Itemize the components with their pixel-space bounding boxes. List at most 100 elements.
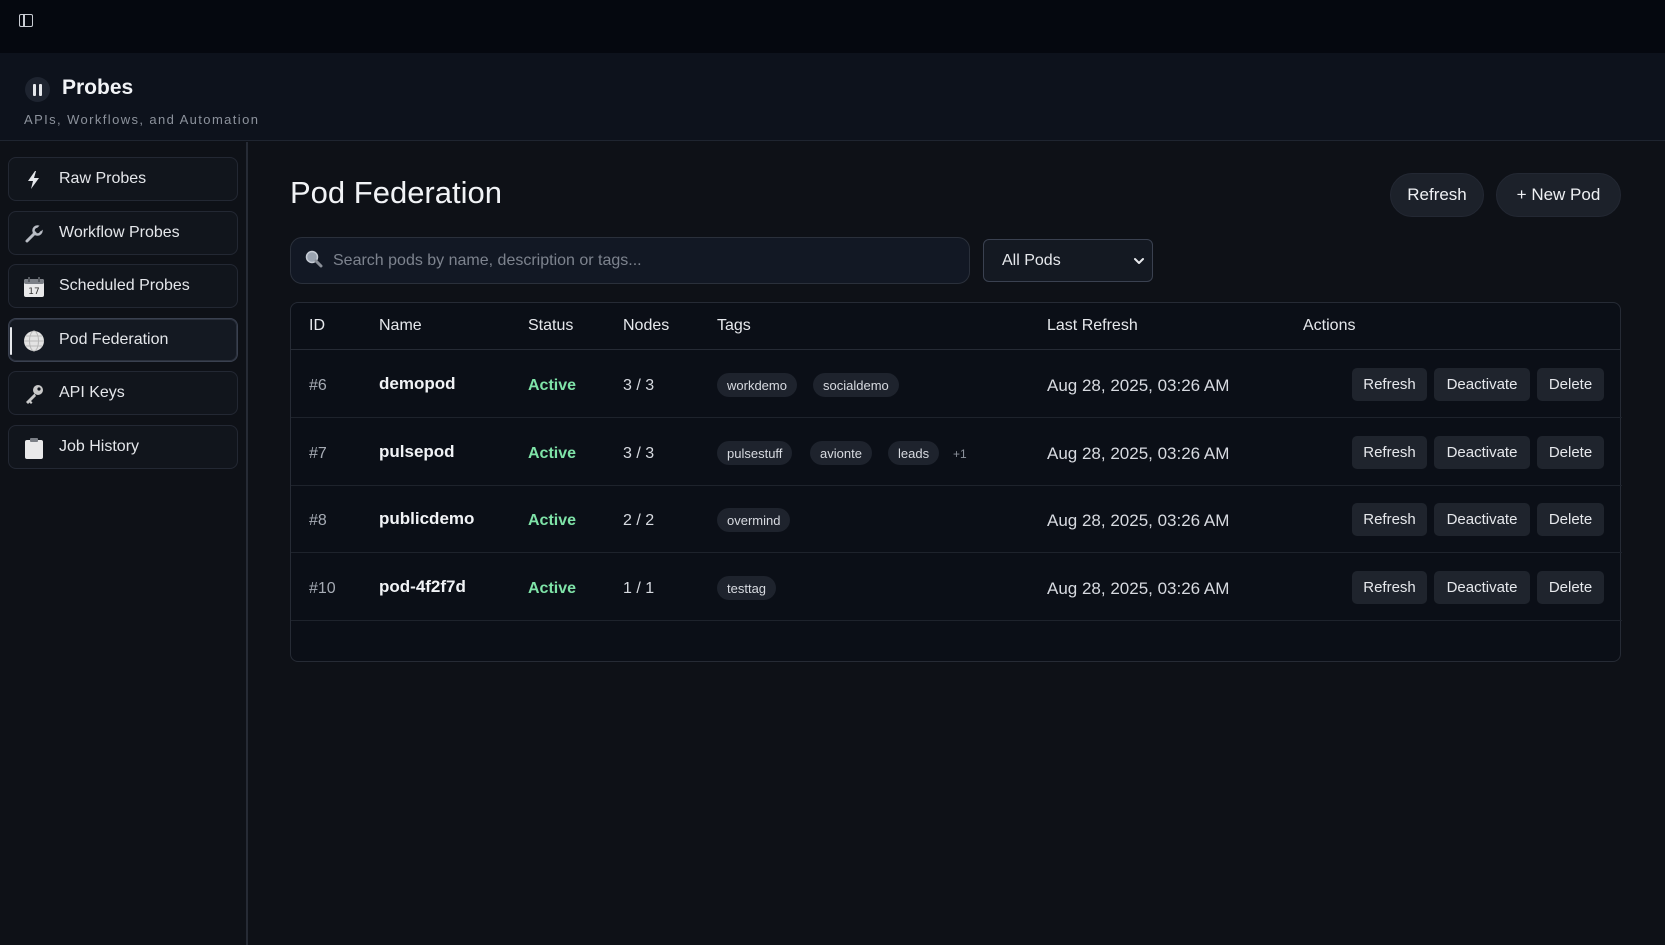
column-header-tags: Tags [717,317,751,334]
search-icon [305,250,323,268]
svg-text:17: 17 [28,287,39,297]
cell-border [1030,554,1286,621]
refresh-button[interactable]: Refresh [1390,173,1484,217]
more-tags-count: +1 [953,447,967,461]
last-refresh: Aug 28, 2025, 03:26 AM [1047,444,1230,463]
cell-border [606,351,700,418]
tag-badge: socialdemo [813,373,899,397]
pod-id: #10 [309,580,336,597]
lightning-icon [23,169,45,191]
tag-badge: workdemo [717,373,797,397]
cell-border [606,486,700,553]
pod-id: #8 [309,512,327,529]
pod-name[interactable]: demopod [379,374,456,393]
status-badge: Active [528,512,577,529]
clipboard-icon [23,437,45,459]
cell-border [1286,351,1622,418]
cell-border [1286,554,1622,621]
column-header-id: ID [309,317,325,334]
sidebar-item-api-keys[interactable]: API Keys [8,371,238,415]
row-refresh-button[interactable]: Refresh [1352,571,1427,604]
pod-id: #7 [309,445,327,462]
page-title: Pod Federation [290,175,502,210]
cell-border [511,419,606,486]
row-refresh-button[interactable]: Refresh [1352,436,1427,469]
cell-border [291,554,361,621]
pod-nodes: 2 / 2 [623,512,655,529]
cell-border [361,554,511,621]
sidebar-item-label: Workflow Probes [59,224,180,241]
pod-filter-select[interactable]: All Pods [983,239,1153,282]
last-refresh: Aug 28, 2025, 03:26 AM [1047,511,1230,530]
column-header-actions: Actions [1303,317,1356,334]
search-input[interactable]: Search pods by name, description or tags… [290,237,970,284]
pod-name[interactable]: pod-4f2f7d [379,577,466,596]
sidebar-item-label: API Keys [59,384,125,401]
deactivate-button[interactable]: Deactivate [1434,503,1530,536]
pause-logo-icon [25,77,50,102]
tag-badge: pulsestuff [717,441,793,465]
sidebar-item-label: Raw Probes [59,170,147,187]
last-refresh: Aug 28, 2025, 03:26 AM [1047,579,1230,598]
chevron-down-icon [1132,254,1146,268]
pod-nodes: 1 / 1 [623,580,655,597]
cell-border [511,554,606,621]
sidebar-item-raw-probes[interactable]: Raw Probes [8,157,238,201]
cell-border [606,419,700,486]
delete-button[interactable]: Delete [1537,503,1604,536]
cell-border [1286,486,1622,553]
key-icon [23,383,45,405]
sidebar-item-label: Pod Federation [59,331,169,348]
column-header-name: Name [379,317,422,334]
tag-badge: avionte [810,441,872,465]
app-title: Probes [62,76,134,99]
table-row: #10 pod-4f2f7d Active 1 / 1 testtag Aug … [291,554,1622,622]
delete-button[interactable]: Delete [1537,571,1604,604]
row-refresh-button[interactable]: Refresh [1352,368,1427,401]
deactivate-button[interactable]: Deactivate [1434,571,1530,604]
sidebar-item-label: Scheduled Probes [59,277,190,294]
cell-border [1286,419,1622,486]
cell-border [606,554,700,621]
table-header: ID Name Status Nodes Tags Last Refresh A… [291,303,1620,350]
status-badge: Active [528,445,577,462]
deactivate-button[interactable]: Deactivate [1434,436,1530,469]
brand-header: Probes APIs, Workflows, and Automation [0,53,1665,141]
sidebar-item-pod-federation[interactable]: Pod Federation [8,318,238,362]
sidebar: Raw Probes Workflow Probes 17 Scheduled … [0,142,248,945]
pod-name[interactable]: pulsepod [379,442,455,461]
column-header-nodes: Nodes [623,317,670,334]
sidebar-toggle-icon[interactable] [19,14,33,27]
wrench-icon [23,223,45,245]
cell-border [1030,486,1286,553]
pod-name[interactable]: publicdemo [379,509,475,528]
cell-border [361,351,511,418]
deactivate-button[interactable]: Deactivate [1434,368,1530,401]
app-subtitle: APIs, Workflows, and Automation [24,112,260,127]
delete-button[interactable]: Delete [1537,436,1604,469]
status-badge: Active [528,377,577,394]
delete-button[interactable]: Delete [1537,368,1604,401]
sidebar-item-workflow-probes[interactable]: Workflow Probes [8,211,238,255]
pod-nodes: 3 / 3 [623,377,655,394]
tag-badge: testtag [717,576,777,600]
cell-border [511,351,606,418]
sidebar-item-job-history[interactable]: Job History [8,425,238,469]
cell-border [291,351,361,418]
cell-border [291,419,361,486]
column-header-status: Status [528,317,574,334]
top-bar [0,0,1665,53]
sidebar-item-scheduled-probes[interactable]: 17 Scheduled Probes [8,264,238,308]
cell-border [700,419,1030,486]
row-refresh-button[interactable]: Refresh [1352,503,1427,536]
search-placeholder: Search pods by name, description or tags… [333,252,642,269]
cell-border [1030,351,1286,418]
cell-border [1030,419,1286,486]
cell-border [700,351,1030,418]
status-badge: Active [528,580,577,597]
tag-badge: leads [888,441,940,465]
last-refresh: Aug 28, 2025, 03:26 AM [1047,376,1230,395]
cell-border [511,486,606,553]
pods-table: ID Name Status Nodes Tags Last Refresh A… [290,302,1622,662]
new-pod-button[interactable]: + New Pod [1496,173,1621,217]
